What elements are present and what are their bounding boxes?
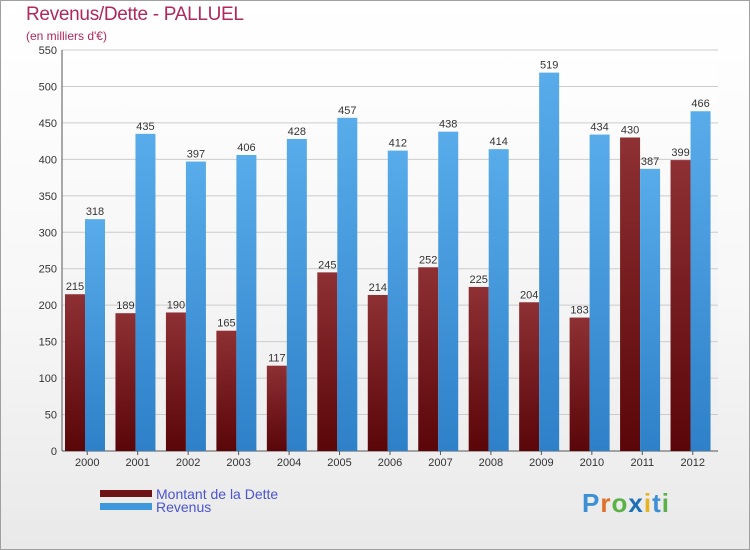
data-label-revenus: 435 bbox=[136, 121, 154, 133]
data-label-revenus: 318 bbox=[86, 206, 104, 218]
x-tick-label: 2006 bbox=[378, 457, 402, 469]
data-label-dette: 215 bbox=[66, 281, 84, 293]
legend-swatch-dette bbox=[100, 490, 152, 497]
bar-revenus bbox=[387, 150, 408, 451]
bar-revenus bbox=[488, 149, 509, 451]
data-label-revenus: 466 bbox=[691, 98, 709, 110]
logo-letter: t bbox=[652, 488, 662, 518]
y-tick-label: 100 bbox=[39, 373, 57, 385]
x-tick-label: 2012 bbox=[681, 457, 705, 469]
bar-revenus bbox=[337, 117, 358, 452]
x-tick-label: 2011 bbox=[630, 457, 654, 469]
data-label-dette: 399 bbox=[671, 147, 689, 159]
bar-revenus bbox=[85, 219, 105, 451]
x-tick-label: 2005 bbox=[327, 457, 351, 469]
data-label-revenus: 387 bbox=[641, 156, 659, 168]
x-tick-label: 2009 bbox=[529, 457, 553, 469]
logo-letter: P bbox=[582, 488, 601, 518]
data-label-revenus: 434 bbox=[590, 122, 608, 134]
y-tick-label: 50 bbox=[45, 410, 57, 422]
x-tick-label: 2007 bbox=[428, 457, 452, 469]
data-label-revenus: 397 bbox=[187, 149, 205, 161]
data-label-dette: 183 bbox=[570, 305, 588, 317]
data-label-revenus: 457 bbox=[338, 105, 356, 117]
legend-label-dette: Montant de la Dette bbox=[156, 486, 279, 502]
x-tick-label: 2003 bbox=[226, 457, 250, 469]
bar-revenus bbox=[539, 72, 560, 452]
data-label-revenus: 519 bbox=[540, 60, 558, 72]
bar-dette bbox=[569, 317, 590, 451]
x-tick-label: 2001 bbox=[125, 457, 149, 469]
chart-subtitle: (en milliers d'€) bbox=[26, 29, 107, 43]
logo-letter: x bbox=[628, 488, 644, 518]
x-tick-label: 2000 bbox=[75, 457, 99, 469]
y-tick-label: 500 bbox=[39, 81, 57, 93]
bar-revenus bbox=[135, 133, 156, 451]
bar-dette bbox=[519, 302, 540, 451]
bar-revenus bbox=[236, 154, 257, 452]
logo-letter: r bbox=[600, 488, 612, 518]
y-tick-label: 550 bbox=[39, 45, 57, 57]
y-tick-label: 200 bbox=[39, 300, 57, 312]
bar-dette bbox=[165, 312, 186, 451]
bar-dette bbox=[620, 137, 641, 451]
bar-dette bbox=[418, 267, 439, 451]
data-label-dette: 214 bbox=[369, 282, 387, 294]
y-tick-label: 400 bbox=[39, 154, 57, 166]
y-tick-label: 450 bbox=[39, 118, 57, 130]
y-tick-label: 250 bbox=[39, 264, 57, 276]
data-label-dette: 190 bbox=[167, 299, 185, 311]
bar-dette bbox=[216, 330, 237, 451]
legend-label-revenus: Revenus bbox=[156, 499, 212, 515]
x-tick-label: 2002 bbox=[176, 457, 200, 469]
logo-letter: i bbox=[661, 488, 670, 518]
data-label-revenus: 438 bbox=[439, 119, 457, 131]
bar-dette bbox=[670, 160, 691, 452]
data-label-revenus: 406 bbox=[237, 142, 255, 154]
data-label-dette: 204 bbox=[520, 289, 538, 301]
data-label-dette: 189 bbox=[116, 300, 134, 312]
y-tick-label: 150 bbox=[39, 337, 57, 349]
y-tick-label: 0 bbox=[51, 446, 57, 458]
data-label-revenus: 414 bbox=[490, 136, 508, 148]
bar-revenus bbox=[690, 111, 711, 451]
data-label-dette: 225 bbox=[470, 274, 488, 286]
x-tick-label: 2010 bbox=[580, 457, 604, 469]
bar-revenus bbox=[286, 138, 307, 451]
data-label-dette: 245 bbox=[318, 259, 336, 271]
bar-dette bbox=[468, 286, 489, 451]
bar-revenus bbox=[589, 134, 610, 452]
data-label-dette: 117 bbox=[268, 353, 286, 365]
bar-dette bbox=[65, 294, 85, 451]
logo-letter: o bbox=[611, 488, 629, 518]
data-label-revenus: 412 bbox=[389, 138, 407, 150]
bar-dette bbox=[317, 272, 338, 451]
x-tick-label: 2008 bbox=[479, 457, 503, 469]
x-tick-label: 2004 bbox=[277, 457, 301, 469]
bar-revenus bbox=[640, 168, 661, 452]
legend-swatch-revenus bbox=[100, 503, 152, 510]
bar-dette bbox=[266, 365, 287, 451]
logo-letter: i bbox=[643, 488, 653, 518]
chart-title: Revenus/Dette - PALLUEL bbox=[26, 4, 244, 25]
proxiti-logo: Proxiti bbox=[582, 488, 670, 519]
y-tick-label: 350 bbox=[39, 191, 57, 203]
data-label-revenus: 428 bbox=[288, 126, 306, 138]
data-label-dette: 252 bbox=[419, 254, 437, 266]
bar-revenus bbox=[438, 131, 459, 451]
data-label-dette: 165 bbox=[217, 318, 235, 330]
bar-revenus bbox=[185, 161, 206, 451]
data-label-dette: 430 bbox=[621, 124, 639, 136]
y-tick-label: 300 bbox=[39, 227, 57, 239]
bar-dette bbox=[115, 313, 136, 451]
bar-dette bbox=[367, 294, 388, 451]
